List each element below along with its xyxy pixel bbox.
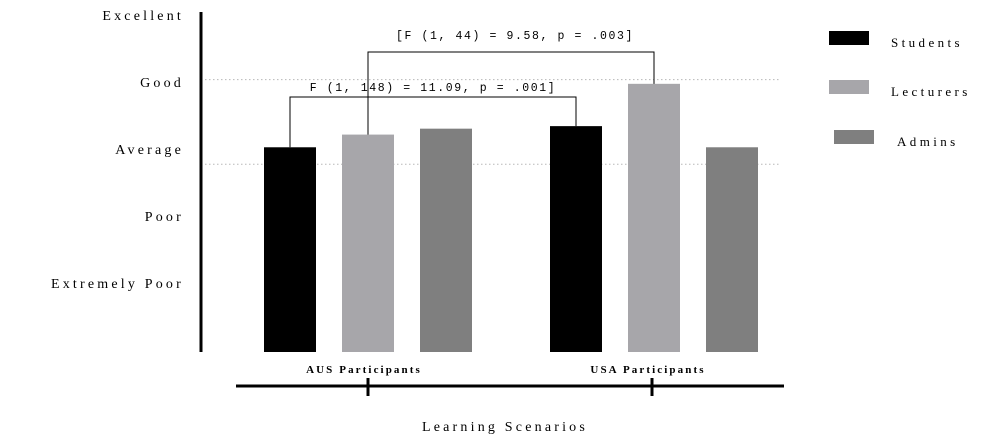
significance-bracket-2 (289, 96, 577, 148)
legend-label-admins: Admins (897, 134, 959, 149)
bar-aus-participants-admins (420, 128, 472, 352)
significance-label-1: [F (1, 44) = 9.58, p = .003] (396, 30, 634, 43)
significance-annotations: [F (1, 44) = 9.58, p = .003] F (1, 148) =… (289, 30, 655, 148)
y-tick-label-excellent: Excellent (102, 9, 184, 24)
bar-aus-participants-students (264, 147, 316, 352)
legend-label-students: Students (891, 35, 963, 50)
y-tick-label-extremely-poor: Extremely Poor (51, 277, 184, 292)
x-axis-title: Learning Scenarios (422, 420, 588, 435)
x-category-label-usa-participants: USA Participants (590, 364, 705, 376)
legend-swatch-students (829, 31, 869, 45)
x-axis-category-labels: AUS Participants USA Participants (306, 364, 705, 396)
legend-label-lecturers: Lecturers (891, 84, 971, 99)
legend-swatch-lecturers (829, 80, 869, 94)
y-tick-label-average: Average (115, 143, 184, 158)
bar-usa-participants-lecturers (628, 83, 680, 352)
bar-usa-participants-students (550, 126, 602, 352)
y-tick-label-poor: Poor (145, 210, 184, 225)
significance-label-2: F (1, 148) = 11.09, p = .001] (310, 82, 557, 95)
bar-usa-participants-admins (706, 147, 758, 352)
significance-bracket-1 (367, 51, 655, 135)
legend-swatch-admins (834, 130, 874, 144)
y-tick-label-good: Good (140, 76, 184, 91)
legend: Students Lecturers Admins (829, 31, 971, 149)
bars (264, 83, 758, 352)
legend-item-lecturers: Lecturers (829, 80, 971, 99)
x-category-label-aus-participants: AUS Participants (306, 364, 422, 376)
legend-item-students: Students (829, 31, 963, 50)
legend-item-admins: Admins (834, 130, 959, 149)
y-axis-tick-labels: Extremely Poor Poor Average Good Excellent (51, 9, 184, 292)
bar-aus-participants-lecturers (342, 134, 394, 352)
